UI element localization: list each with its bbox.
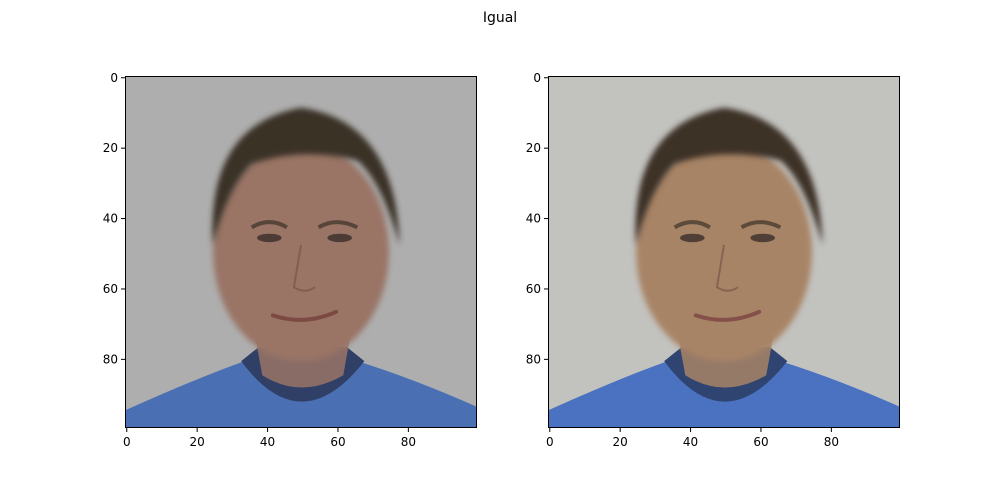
x-tick-label: 0 [546, 435, 554, 449]
figure-title: Igual [483, 10, 517, 26]
x-tick-label: 40 [683, 435, 698, 449]
image-panel-1: 0 20 40 60 80 0 20 40 60 80 [103, 71, 477, 449]
x-tick-label: 40 [260, 435, 275, 449]
x-tick-label: 60 [753, 435, 768, 449]
face-photo [125, 76, 477, 428]
y-tick-label: 80 [526, 352, 541, 366]
y-tick-label: 80 [103, 352, 118, 366]
x-tick-label: 20 [190, 435, 205, 449]
x-tick-label: 60 [330, 435, 345, 449]
y-tick-label: 20 [103, 141, 118, 155]
y-tick-label: 20 [526, 141, 541, 155]
x-tick-label: 0 [123, 435, 131, 449]
x-tick-label: 80 [401, 435, 416, 449]
x-tick-label: 80 [824, 435, 839, 449]
y-tick-label: 0 [533, 71, 541, 85]
y-tick-label: 60 [103, 282, 118, 296]
y-tick-label: 60 [526, 282, 541, 296]
y-tick-label: 40 [103, 212, 118, 226]
face-photo [548, 76, 900, 428]
x-tick-label: 20 [613, 435, 628, 449]
y-tick-label: 40 [526, 212, 541, 226]
axes-frame [125, 76, 477, 428]
image-panel-2: 0 20 40 60 80 0 20 40 60 80 [526, 71, 900, 449]
axes-frame [548, 76, 900, 428]
y-tick-label: 0 [110, 71, 118, 85]
